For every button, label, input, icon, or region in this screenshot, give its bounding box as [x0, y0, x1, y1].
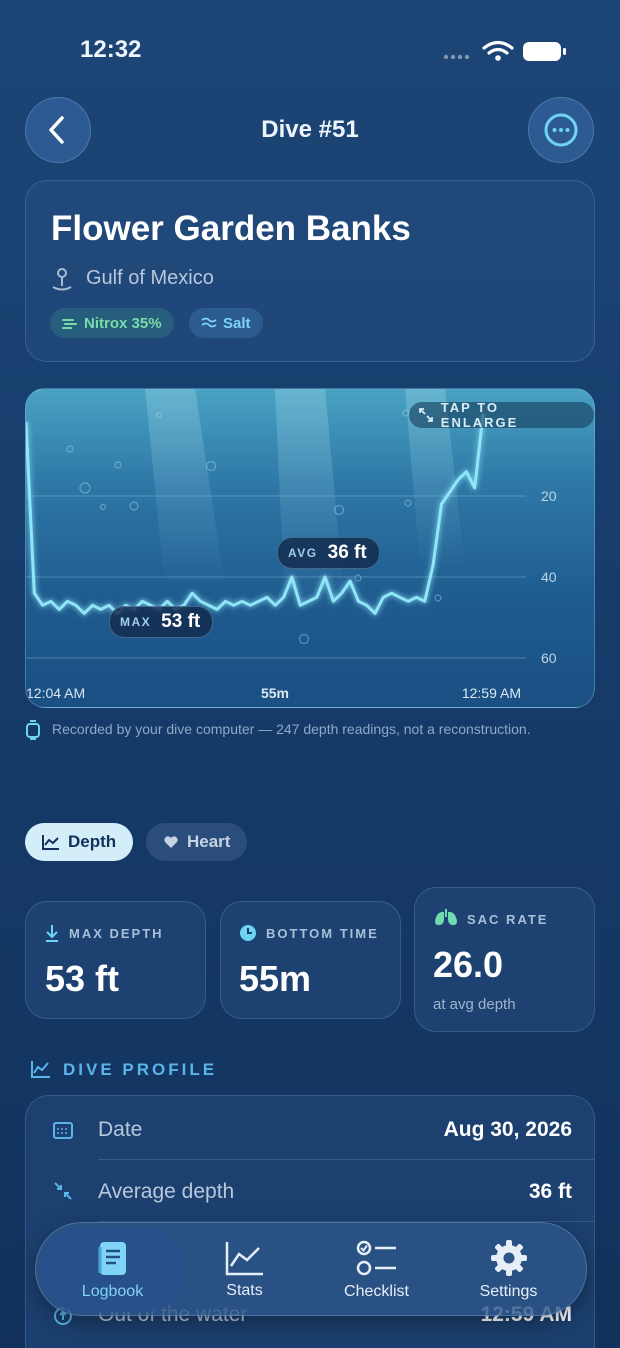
stat-card: SAC RATE 26.0 at avg depth	[414, 887, 595, 1032]
stat-label: MAX DEPTH	[69, 926, 164, 941]
annotation-label: AVG	[288, 546, 318, 560]
enlarge-text: TAP TO ENLARGE	[440, 400, 519, 430]
status-time: 12:32	[80, 36, 142, 63]
more-button[interactable]	[528, 97, 594, 163]
depth-chart-card[interactable]: 20 40 60 12:04 AM 55m 12:59 AM TAP TO ENLARG…	[25, 388, 595, 708]
logbook-icon	[98, 1242, 126, 1275]
detail-label: Average depth	[98, 1180, 235, 1203]
gas-icon	[62, 319, 77, 329]
detail-value: Aug 30, 2026	[443, 1118, 572, 1141]
site-name: Flower Garden Banks	[51, 209, 411, 248]
watch-icon	[26, 720, 40, 740]
detail-value: 36 ft	[528, 1180, 572, 1203]
tab-bar: Logbook Stats Checklist Settings	[35, 1222, 587, 1316]
section-title: DIVE PROFILE	[63, 1060, 218, 1079]
more-icon	[544, 113, 578, 147]
bubbles	[66, 409, 442, 645]
checklist-icon	[356, 1240, 396, 1276]
enlarge-chip[interactable]: TAP TO ENLARGE	[409, 400, 594, 430]
max-annotation: MAX 53 ft	[109, 606, 214, 638]
heart-icon	[164, 836, 178, 848]
depth-icon	[42, 835, 59, 850]
tag-text: Nitrox 35%	[84, 314, 162, 332]
nav-item[interactable]: Stats	[172, 1228, 317, 1312]
compress-icon	[54, 1182, 72, 1200]
stat-value: 26.0	[433, 944, 504, 985]
depth-line	[26, 413, 485, 615]
tab-text: Depth	[68, 832, 117, 851]
tab-text: Heart	[187, 832, 231, 851]
water-icon	[201, 317, 217, 328]
divider	[98, 1159, 594, 1160]
status-icons	[443, 40, 566, 61]
x-label: 12:04 AM	[26, 685, 85, 701]
back-button[interactable]	[25, 97, 91, 163]
stat-card: MAX DEPTH 53 ft	[25, 901, 206, 1019]
calendar-icon	[53, 1122, 73, 1139]
site-card: Flower Garden Banks Gulf of Mexico Nitro…	[25, 180, 595, 362]
nav-label: Settings	[479, 1283, 538, 1300]
nav-item[interactable]: Settings	[436, 1228, 581, 1312]
settings-icon	[490, 1240, 527, 1276]
y-tick-label: 20	[541, 488, 557, 504]
nav-label: Logbook	[81, 1283, 144, 1300]
nav-label: Stats	[226, 1282, 263, 1299]
expand-icon	[419, 408, 433, 422]
stat-card: BOTTOM TIME 55m	[220, 901, 401, 1019]
annotation-text: 36 ft	[327, 542, 367, 563]
stat-value: 55m	[239, 958, 312, 999]
tab-button[interactable]: Heart	[146, 823, 248, 861]
nav-item[interactable]: Logbook	[40, 1228, 185, 1312]
tag-text: Salt	[223, 314, 251, 332]
stat-caption: at avg depth	[433, 996, 516, 1013]
back-icon	[49, 116, 64, 144]
detail-label: Date	[98, 1118, 143, 1141]
chart-note: Recorded by your dive computer — 247 dep…	[52, 721, 531, 737]
annotation-label: MAX	[120, 615, 152, 629]
avg-annotation: AVG 36 ft	[277, 537, 380, 569]
stats-icon	[225, 1242, 263, 1276]
site-location: Gulf of Mexico	[86, 267, 214, 289]
down-arrow-icon	[46, 925, 58, 942]
tag-chip: Salt	[189, 308, 263, 338]
stat-label: SAC RATE	[467, 912, 549, 927]
x-label: 12:59 AM	[462, 685, 521, 701]
tag-chip: Nitrox 35%	[50, 308, 174, 338]
lungs-icon	[435, 909, 457, 926]
nav-label: Checklist	[344, 1283, 409, 1300]
location-icon	[52, 268, 72, 291]
nav-item[interactable]: Checklist	[304, 1228, 449, 1312]
stat-label: BOTTOM TIME	[266, 926, 379, 941]
stat-value: 53 ft	[45, 958, 120, 999]
clock-icon	[240, 925, 256, 941]
divider	[98, 1221, 594, 1222]
screen-title: Dive #51	[261, 116, 359, 143]
y-tick-label: 40	[541, 569, 557, 585]
tab-button[interactable]: Depth	[25, 823, 134, 861]
x-label: 55m	[261, 685, 289, 701]
y-tick-label: 60	[541, 650, 557, 666]
annotation-text: 53 ft	[161, 611, 201, 632]
section-icon	[31, 1061, 50, 1078]
